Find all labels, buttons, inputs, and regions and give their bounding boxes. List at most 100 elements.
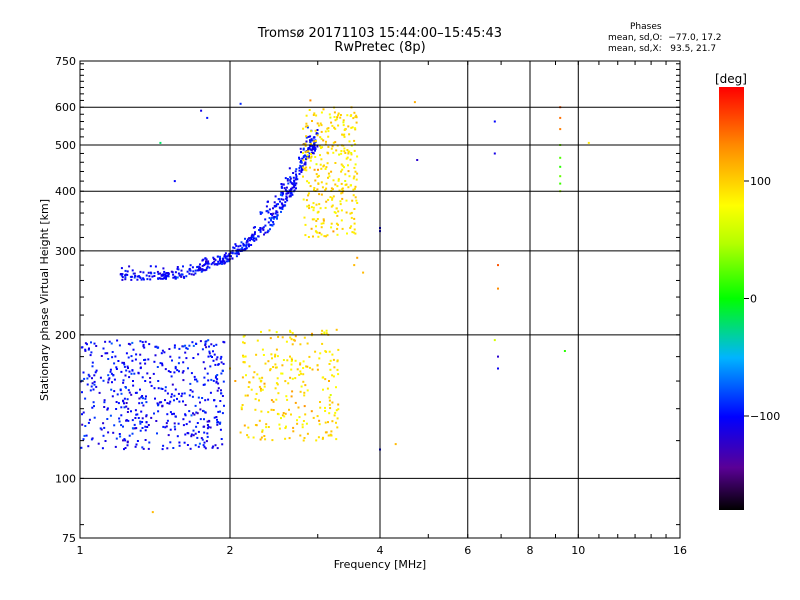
data-point (356, 256, 359, 259)
data-point (281, 186, 284, 189)
data-point (308, 355, 311, 358)
data-point (213, 399, 215, 402)
data-point (275, 331, 278, 334)
data-point (311, 145, 314, 147)
data-point (316, 368, 319, 371)
data-point (348, 150, 351, 153)
data-point (221, 395, 224, 397)
data-point (284, 177, 287, 180)
data-point (98, 391, 101, 394)
data-point (290, 368, 293, 371)
data-point (124, 447, 127, 449)
data-point (274, 212, 277, 215)
data-point (305, 166, 308, 169)
data-point (221, 369, 224, 372)
x-tick-label: 4 (377, 544, 384, 557)
data-point (126, 273, 129, 276)
data-point (273, 216, 276, 218)
data-point (101, 447, 104, 450)
data-point (355, 199, 358, 202)
data-point (298, 373, 301, 376)
data-point (148, 343, 151, 346)
data-point (313, 145, 316, 148)
data-point (353, 166, 356, 169)
data-point (349, 158, 352, 161)
data-point (141, 376, 144, 379)
data-point (339, 203, 342, 206)
data-point (180, 275, 183, 278)
data-point (285, 395, 288, 398)
data-point (147, 358, 150, 361)
data-point (173, 422, 176, 425)
data-point (126, 441, 129, 444)
data-point (81, 413, 83, 416)
data-point (197, 353, 200, 356)
data-point (309, 135, 312, 138)
data-point (192, 273, 195, 276)
data-point (305, 135, 308, 138)
data-point (167, 434, 170, 437)
y-tick-label: 75 (62, 532, 76, 545)
data-point (253, 237, 255, 240)
data-point (178, 347, 181, 350)
data-point (325, 332, 328, 335)
data-point (349, 226, 352, 229)
data-point (123, 363, 126, 366)
data-point (254, 398, 257, 401)
data-point (213, 260, 216, 263)
data-point (247, 436, 250, 439)
data-point (102, 434, 105, 437)
data-point (150, 384, 153, 387)
data-point (267, 411, 270, 414)
data-point (223, 255, 226, 258)
data-point (136, 275, 139, 278)
data-point (177, 392, 180, 395)
data-point (217, 387, 220, 390)
data-point (298, 169, 301, 172)
data-point (190, 414, 193, 417)
data-point (307, 236, 310, 238)
data-point (216, 423, 219, 426)
data-point (281, 206, 284, 209)
data-point (196, 266, 199, 269)
data-point (206, 435, 209, 438)
data-point (332, 188, 334, 191)
data-point (161, 448, 164, 451)
data-point (306, 432, 309, 435)
data-point (266, 231, 269, 234)
data-point (131, 269, 134, 272)
colorbar-tick-label: 100 (750, 175, 771, 188)
data-point (117, 360, 120, 362)
data-point (153, 275, 156, 277)
data-point (169, 441, 172, 444)
data-point (104, 340, 107, 343)
data-point (204, 263, 207, 266)
data-point (350, 211, 353, 214)
data-point (174, 415, 177, 418)
data-point (294, 401, 297, 404)
data-point (130, 275, 133, 278)
data-point (305, 122, 308, 125)
data-point (355, 121, 358, 124)
data-point (334, 162, 337, 164)
y-tick-label: 500 (55, 139, 76, 152)
data-point (276, 383, 279, 386)
data-point (95, 345, 98, 347)
data-point (331, 145, 334, 148)
data-point (258, 399, 260, 402)
data-point (173, 394, 176, 397)
data-point (330, 226, 333, 229)
data-point (290, 363, 293, 366)
data-point (289, 179, 292, 182)
data-point (291, 332, 294, 335)
data-point (172, 447, 175, 449)
data-point (240, 406, 243, 409)
data-point (243, 334, 246, 337)
data-point (277, 413, 280, 416)
data-point (265, 423, 268, 426)
data-point (142, 404, 145, 407)
data-point (255, 238, 258, 241)
data-point (316, 218, 319, 220)
data-point (174, 271, 177, 274)
data-point (304, 223, 307, 226)
